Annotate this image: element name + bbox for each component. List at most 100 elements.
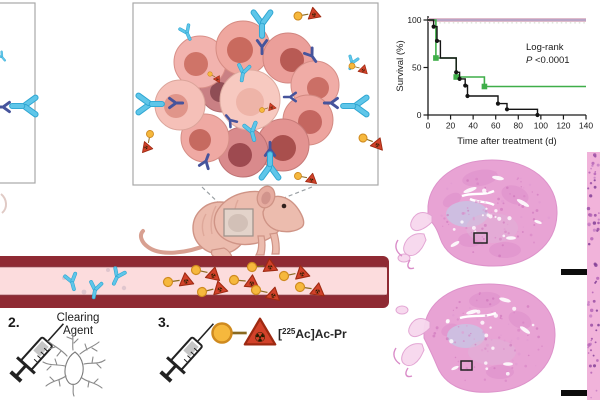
texture-dot bbox=[535, 365, 537, 367]
texture-dot bbox=[527, 354, 530, 357]
x-tick-label: 140 bbox=[579, 121, 593, 131]
texture-dot bbox=[592, 221, 597, 225]
tissue-core-light bbox=[447, 324, 485, 348]
texture-dot bbox=[590, 167, 592, 170]
tissue-mottle bbox=[486, 365, 514, 379]
tissue-vessel-slits bbox=[450, 175, 542, 247]
texture-dot bbox=[484, 201, 486, 203]
texture-dot bbox=[468, 213, 470, 215]
y-axis-label: Survival (%) bbox=[395, 40, 406, 91]
cutoff-illustration-fragment bbox=[0, 193, 7, 214]
texture-dot bbox=[590, 396, 592, 399]
texture-dot bbox=[432, 334, 436, 338]
p-value: <0.0001 bbox=[532, 55, 569, 66]
texture-dot bbox=[501, 317, 503, 320]
texture-dot bbox=[526, 325, 528, 328]
texture-dot bbox=[519, 324, 522, 327]
radioligand-label: [225Ac]Ac-Pr bbox=[278, 327, 347, 341]
texture-dot bbox=[587, 346, 590, 349]
texture-dot bbox=[497, 197, 500, 201]
marker-circle bbox=[463, 83, 468, 88]
texture-dot bbox=[509, 341, 512, 344]
mouse-tail bbox=[138, 229, 211, 255]
texture-dot bbox=[587, 222, 591, 226]
texture-dot bbox=[457, 360, 460, 363]
texture-dot bbox=[492, 297, 495, 300]
texture-dot bbox=[502, 221, 505, 224]
marker-circle bbox=[434, 38, 440, 44]
texture-dot bbox=[594, 281, 597, 284]
texture-dot bbox=[596, 163, 600, 167]
texture-dot bbox=[485, 367, 489, 371]
p-symbol: P bbox=[526, 55, 533, 66]
texture-dot bbox=[481, 236, 484, 238]
scale-bar bbox=[561, 269, 588, 275]
texture-dot bbox=[494, 215, 497, 219]
texture-dot bbox=[531, 323, 535, 327]
texture-dot bbox=[489, 174, 492, 177]
texture-dot bbox=[486, 350, 489, 353]
texture-dot bbox=[597, 221, 600, 225]
texture-dot bbox=[589, 308, 594, 313]
texture-dot bbox=[450, 182, 453, 185]
tissue-branching-vessel bbox=[461, 189, 495, 207]
texture-dot bbox=[466, 179, 469, 182]
texture-dot bbox=[527, 334, 529, 337]
tissue-mottle bbox=[489, 242, 521, 258]
texture-dot bbox=[478, 293, 481, 296]
histology-zoom-strip bbox=[586, 152, 600, 400]
texture-dot bbox=[596, 276, 600, 280]
circulating-antibodies bbox=[62, 264, 129, 301]
texture-dot bbox=[522, 226, 524, 228]
texture-dot bbox=[538, 201, 541, 204]
texture-dot bbox=[492, 214, 495, 217]
texture-dot bbox=[593, 179, 596, 182]
texture-dot bbox=[536, 193, 539, 196]
texture-dot bbox=[458, 367, 461, 370]
texture-dot bbox=[473, 338, 475, 340]
marker-square bbox=[453, 74, 460, 80]
texture-dot bbox=[484, 209, 488, 213]
texture-dot bbox=[587, 187, 590, 190]
texture-dot bbox=[586, 303, 590, 306]
texture-dot bbox=[460, 220, 464, 224]
texture-dot bbox=[516, 235, 520, 238]
texture-dot bbox=[547, 216, 551, 220]
texture-dot bbox=[510, 339, 513, 342]
texture-dot bbox=[481, 214, 484, 217]
texture-dot bbox=[476, 182, 480, 186]
texture-dot bbox=[445, 319, 450, 324]
texture-dot bbox=[511, 359, 514, 362]
texture-dot bbox=[462, 312, 464, 315]
texture-dot bbox=[496, 202, 499, 204]
texture-dot bbox=[594, 341, 597, 344]
texture-dot bbox=[502, 234, 506, 238]
texture-dot bbox=[433, 331, 437, 335]
texture-dot bbox=[524, 364, 528, 368]
texture-dot bbox=[466, 207, 469, 209]
texture-dot bbox=[513, 349, 517, 352]
texture-dot bbox=[471, 225, 476, 230]
texture-dot bbox=[482, 208, 485, 211]
texture-dot bbox=[589, 314, 593, 318]
texture-dot bbox=[480, 320, 485, 325]
texture-dot bbox=[517, 177, 520, 180]
texture-dot bbox=[590, 323, 594, 327]
texture-dot bbox=[454, 341, 457, 344]
texture-dot bbox=[484, 314, 488, 317]
texture-dot bbox=[515, 362, 518, 366]
texture-dot bbox=[595, 389, 598, 392]
texture-dot bbox=[502, 202, 505, 205]
texture-dot bbox=[532, 218, 536, 221]
texture-dot bbox=[452, 309, 455, 312]
texture-dot bbox=[531, 191, 533, 193]
texture-dot bbox=[522, 321, 525, 324]
texture-dot bbox=[456, 318, 459, 321]
texture-dot bbox=[484, 361, 488, 365]
texture-dot bbox=[509, 193, 511, 195]
texture-dot bbox=[597, 218, 600, 221]
texture-dot bbox=[541, 220, 544, 222]
texture-dot bbox=[452, 227, 456, 231]
texture-dot bbox=[512, 306, 517, 311]
